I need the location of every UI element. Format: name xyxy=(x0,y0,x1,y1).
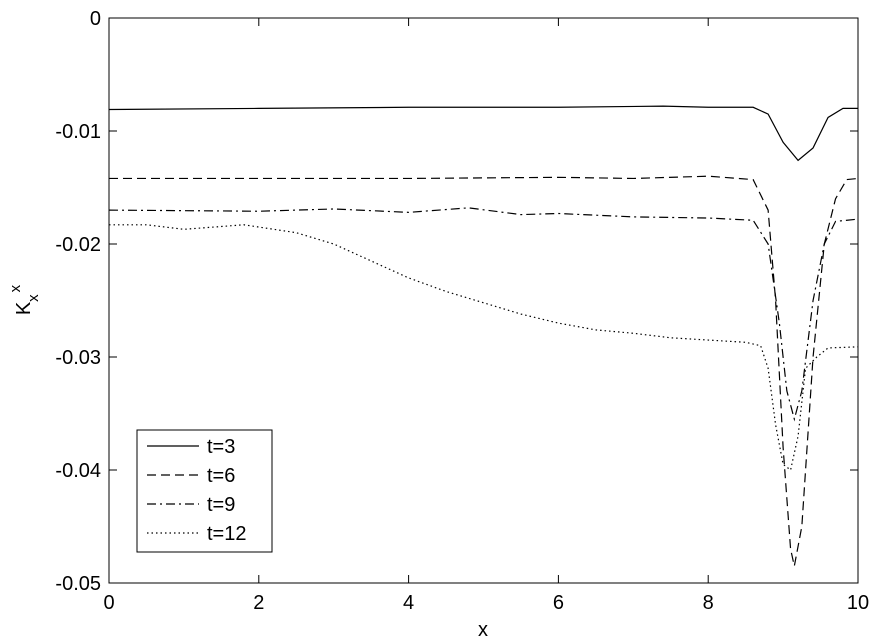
x-tick-label: 2 xyxy=(253,592,264,614)
x-tick-label: 0 xyxy=(103,592,114,614)
x-tick-label: 6 xyxy=(553,592,564,614)
plot-frame xyxy=(108,17,859,584)
legend-label: t=3 xyxy=(207,436,235,458)
x-tick-label: 8 xyxy=(703,592,714,614)
data-line xyxy=(108,105,858,162)
y-label-sup: x xyxy=(7,284,24,292)
data-line xyxy=(109,224,859,472)
y-label-sub: x xyxy=(25,294,42,302)
y-tick-label: -0.04 xyxy=(55,460,101,482)
data-line xyxy=(108,207,859,422)
data-line xyxy=(109,175,859,567)
legend-label: t=9 xyxy=(207,494,235,516)
y-label-base: K xyxy=(13,301,35,315)
y-tick-label: -0.01 xyxy=(55,121,101,143)
x-axis-label: x xyxy=(478,619,488,641)
y-tick-label: -0.02 xyxy=(55,234,101,256)
y-tick-label: -0.05 xyxy=(55,573,101,595)
y-tick-label: -0.03 xyxy=(55,347,101,369)
legend-label: t=6 xyxy=(207,465,235,487)
y-axis-label: Kxx xyxy=(7,284,42,315)
x-tick-label: 4 xyxy=(403,592,414,614)
legend-box xyxy=(136,429,273,553)
y-tick-label: 0 xyxy=(90,8,101,30)
x-tick-label: 10 xyxy=(847,592,869,614)
legend-label: t=12 xyxy=(207,523,246,545)
